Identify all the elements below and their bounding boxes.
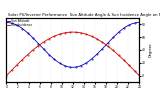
Text: Solar PV/Inverter Performance  Sun Altitude Angle & Sun Incidence Angle on PV Pa: Solar PV/Inverter Performance Sun Altitu…	[8, 13, 160, 17]
Legend: Sun Altitude, Sun Incidence: Sun Altitude, Sun Incidence	[7, 19, 32, 27]
Y-axis label: Degrees: Degrees	[149, 43, 153, 57]
